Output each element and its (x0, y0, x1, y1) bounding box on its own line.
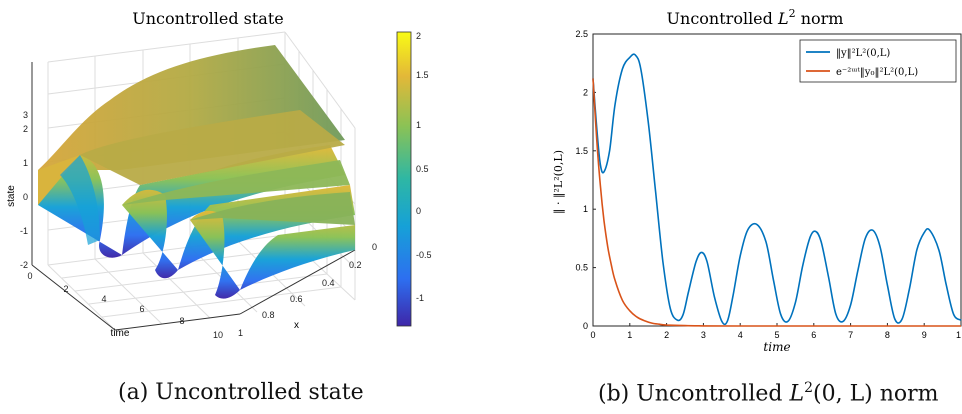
y-tick-label: 1 (583, 204, 588, 214)
z-tick: 2 (23, 124, 28, 134)
z-tick: 3 (23, 110, 28, 120)
colorbar-tick: 1.5 (416, 70, 429, 80)
z-tick: -2 (20, 260, 28, 270)
legend: ‖y‖²L²(0,L) e⁻²ᵚᵗ‖y₀‖²L²(0,L) (799, 39, 957, 83)
colorbar-tick-labels: 2 1.5 1 0.5 0 -0.5 -1 (416, 31, 432, 303)
z-tick: 0 (23, 192, 28, 202)
y-tick-label: 0 (583, 321, 588, 331)
z-tick-labels: -2 -1 0 1 2 3 (20, 110, 28, 270)
caption-left: (a) Uncontrolled state (118, 380, 364, 405)
legend-label-series-2: e⁻²ᵚᵗ‖y₀‖²L²(0,L) (836, 67, 918, 78)
x-tick: 0.6 (290, 294, 303, 304)
surface (38, 45, 355, 299)
x-tick-label: 5 (774, 330, 779, 340)
x-tick: 0.4 (322, 278, 335, 288)
y-tick-label: 0.5 (575, 263, 588, 273)
x-tick-label: 0 (590, 330, 595, 340)
x-tick: 0 (372, 242, 377, 252)
series-group (592, 53, 962, 327)
z-axis-label: state (6, 185, 17, 207)
colorbar-tick: 0.5 (416, 164, 429, 174)
x-tick-label: 2 (664, 330, 669, 340)
time-tick: 2 (63, 284, 68, 294)
x-tick: 0.8 (262, 310, 275, 320)
norm-chart-title: Uncontrolled L2 norm (667, 7, 844, 28)
colorbar-tick: -1 (416, 293, 424, 303)
y-tick-label: 2.5 (575, 29, 588, 39)
time-tick: 4 (101, 294, 106, 304)
colorbar-tick: 2 (416, 31, 421, 41)
x-tick-label: 7 (848, 330, 853, 340)
surface-plot-panel: Uncontrolled state (6, 9, 432, 340)
series-line-2 (592, 78, 961, 327)
x-tick-label: 8 (885, 330, 890, 340)
x-tick-label: 3 (701, 330, 706, 340)
z-tick: 1 (23, 158, 28, 168)
colorbar-tick: -0.5 (416, 250, 432, 260)
x-tick: 0.2 (349, 260, 362, 270)
x-tick-label: 1 (627, 330, 632, 340)
time-axis-label: time (111, 328, 130, 339)
x-tick-label: 1 (956, 330, 961, 340)
time-tick-labels: 0 2 4 6 8 10 (27, 271, 223, 340)
x-tick: 1 (238, 328, 243, 338)
colorbar-tick: 0 (416, 206, 421, 216)
surface-plot-title: Uncontrolled state (132, 9, 284, 28)
y-tick-label: 2 (583, 87, 588, 97)
time-tick: 8 (179, 316, 184, 326)
colorbar-tick: 1 (416, 120, 421, 130)
z-tick: -1 (20, 226, 28, 236)
x-axis-label: time (763, 340, 790, 354)
time-tick: 6 (139, 304, 144, 314)
x-tick-labels: 0 0.2 0.4 0.6 0.8 1 (238, 242, 377, 338)
y-tick-label: 1.5 (575, 146, 588, 156)
time-tick: 0 (27, 271, 32, 281)
time-axis-line (31, 264, 116, 331)
norm-chart-panel: Uncontrolled L2 norm 0 0.5 1 1.5 2 2.5 0 1 2 3 4 5… (552, 7, 962, 354)
y-tick-labels: 0 0.5 1 1.5 2 2.5 (575, 29, 596, 331)
x-tick-label: 9 (922, 330, 927, 340)
colorbar (396, 31, 412, 327)
x-tick-labels: 0 1 2 3 4 5 6 7 8 9 1 (590, 323, 962, 340)
caption-right: (b) Uncontrolled L2(0, L) norm (598, 380, 939, 407)
x-tick-label: 4 (738, 330, 743, 340)
x-axis-label: x (294, 320, 299, 331)
axes-lines (31, 62, 356, 331)
legend-label-series-1: ‖y‖²L²(0,L) (836, 48, 890, 59)
x-tick-label: 6 (811, 330, 816, 340)
series-line-1 (592, 53, 962, 326)
y-axis-label: ‖ · ‖²L²(0,L) (552, 150, 566, 214)
time-tick: 10 (213, 330, 223, 340)
